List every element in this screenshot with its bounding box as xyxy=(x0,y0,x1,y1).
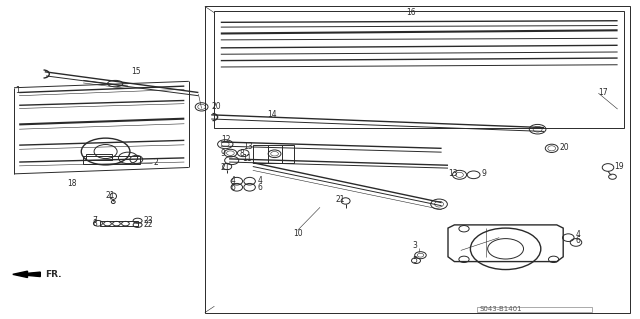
Text: 22: 22 xyxy=(143,220,153,229)
Text: 8: 8 xyxy=(92,219,97,228)
Text: 1: 1 xyxy=(15,86,20,95)
Text: 6: 6 xyxy=(230,183,236,192)
Text: 5: 5 xyxy=(412,256,417,265)
Bar xyxy=(205,6,630,313)
Text: 4: 4 xyxy=(230,176,236,185)
Bar xyxy=(86,154,112,160)
Text: 2: 2 xyxy=(154,158,158,167)
Text: 7: 7 xyxy=(93,216,98,225)
Bar xyxy=(477,307,592,312)
Text: 9: 9 xyxy=(221,149,226,158)
Text: 18: 18 xyxy=(67,179,77,188)
Bar xyxy=(83,156,140,164)
Text: S043-B1401: S043-B1401 xyxy=(480,306,523,312)
Text: 13: 13 xyxy=(448,169,458,178)
Text: 23: 23 xyxy=(143,216,153,225)
Text: 4: 4 xyxy=(257,176,262,185)
Text: 13: 13 xyxy=(243,142,253,151)
Bar xyxy=(253,145,294,163)
Text: 15: 15 xyxy=(131,67,141,76)
Text: 16: 16 xyxy=(406,8,416,17)
Text: 6: 6 xyxy=(576,236,581,245)
Bar xyxy=(214,11,624,128)
Text: 4: 4 xyxy=(576,230,581,239)
Text: 12: 12 xyxy=(221,135,230,144)
Text: 21: 21 xyxy=(221,163,230,172)
Polygon shape xyxy=(13,271,28,278)
Polygon shape xyxy=(16,272,40,277)
Text: 14: 14 xyxy=(268,110,277,119)
Text: 10: 10 xyxy=(293,229,303,238)
Text: 20: 20 xyxy=(560,143,570,152)
Text: FR.: FR. xyxy=(45,270,61,279)
Bar xyxy=(100,221,138,226)
Text: 17: 17 xyxy=(598,88,608,97)
Text: 21: 21 xyxy=(106,191,115,200)
Text: 21: 21 xyxy=(336,195,346,204)
Text: 6: 6 xyxy=(257,183,262,192)
Text: 3: 3 xyxy=(412,241,417,250)
Text: 8: 8 xyxy=(240,149,244,158)
Text: 11: 11 xyxy=(242,154,252,163)
Text: 19: 19 xyxy=(614,162,624,171)
Text: 20: 20 xyxy=(211,102,221,111)
Text: 9: 9 xyxy=(481,169,486,178)
